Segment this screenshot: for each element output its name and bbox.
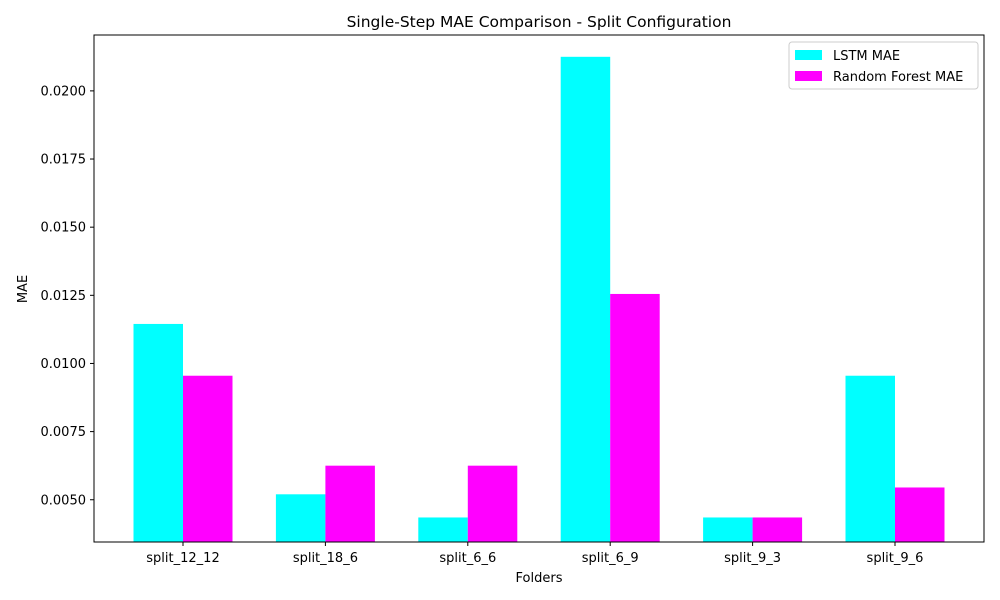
bar-lstm-split_9_6	[845, 375, 895, 542]
y-axis-label: MAE	[16, 275, 31, 303]
chart-title: Single-Step MAE Comparison - Split Confi…	[347, 13, 732, 31]
bar-lstm-split_9_3	[703, 517, 753, 542]
x-tick-label: split_12_12	[146, 551, 219, 566]
legend-label-random-forest: Random Forest MAE	[833, 70, 963, 85]
bar-random-forest-split_9_3	[752, 517, 803, 542]
legend-swatch-random-forest	[795, 71, 822, 81]
bar-random-forest-split_18_6	[325, 465, 375, 542]
x-tick-label: split_9_6	[867, 551, 924, 566]
y-axis-ticks: 0.0050 0.0075 0.0100 0.0125 0.0150 0.0175 0.02…	[41, 84, 94, 508]
legend-box	[788, 41, 979, 90]
bar-random-forest-split_6_9	[610, 293, 660, 542]
bar-lstm-split_6_9	[560, 56, 611, 543]
y-tick-label: 0.0075	[41, 425, 87, 440]
bar-random-forest-split_9_6	[895, 487, 945, 542]
y-tick-label: 0.0200	[41, 84, 87, 99]
bar-random-forest-split_12_12	[183, 375, 233, 542]
y-tick-label: 0.0050	[41, 493, 87, 508]
axes-frame	[93, 34, 985, 543]
legend-swatch-lstm	[795, 50, 822, 60]
y-tick-label: 0.0150	[41, 221, 87, 236]
x-axis-label: Folders	[516, 571, 563, 586]
y-tick-label: 0.0125	[41, 289, 87, 304]
bar-random-forest-split_6_6	[467, 465, 518, 542]
legend: LSTM MAE Random Forest MAE	[788, 41, 979, 90]
x-axis-ticks: split_12_12 split_18_6 split_6_6 split_6_9 s…	[146, 542, 923, 566]
x-tick-label: split_9_3	[724, 551, 781, 566]
y-tick-label: 0.0175	[41, 153, 87, 168]
x-tick-label: split_6_9	[582, 551, 639, 566]
bar-lstm-split_6_6	[418, 517, 468, 542]
bar-lstm-split_18_6	[275, 494, 326, 542]
x-tick-label: split_6_6	[439, 551, 496, 566]
legend-label-lstm: LSTM MAE	[833, 49, 900, 64]
x-tick-label: split_18_6	[293, 551, 358, 566]
bars-group	[133, 56, 945, 543]
bar-lstm-split_12_12	[133, 323, 183, 542]
y-tick-label: 0.0100	[41, 357, 87, 372]
